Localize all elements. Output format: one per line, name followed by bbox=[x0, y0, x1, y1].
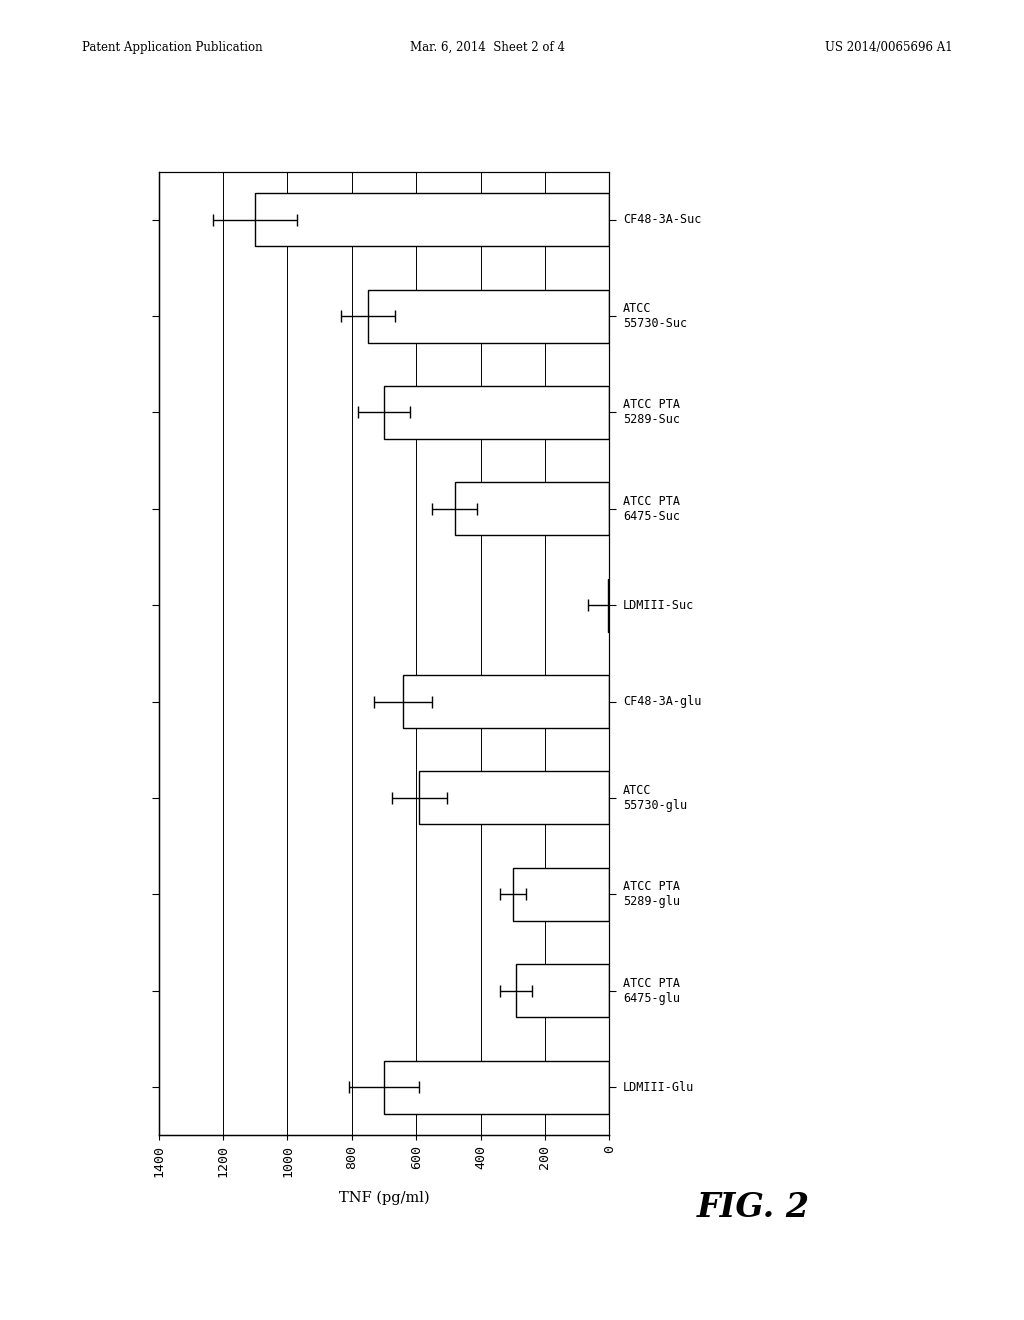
Text: CF48-3A-glu: CF48-3A-glu bbox=[623, 696, 701, 708]
Bar bbox=[384, 385, 609, 440]
Text: ATCC PTA
6475-glu: ATCC PTA 6475-glu bbox=[623, 977, 680, 1005]
Bar bbox=[455, 482, 609, 536]
Text: Patent Application Publication: Patent Application Publication bbox=[82, 41, 262, 54]
Bar bbox=[516, 964, 609, 1018]
Text: CF48-3A-Suc: CF48-3A-Suc bbox=[623, 214, 701, 226]
Bar bbox=[420, 771, 609, 825]
Text: US 2014/0065696 A1: US 2014/0065696 A1 bbox=[824, 41, 952, 54]
Text: LDMIII-Suc: LDMIII-Suc bbox=[623, 599, 694, 611]
Text: LDMIII-Glu: LDMIII-Glu bbox=[623, 1081, 694, 1093]
Bar bbox=[384, 1060, 609, 1114]
Text: FIG. 2: FIG. 2 bbox=[696, 1191, 809, 1225]
Text: ATCC
55730-Suc: ATCC 55730-Suc bbox=[623, 302, 687, 330]
X-axis label: TNF (pg/ml): TNF (pg/ml) bbox=[339, 1191, 429, 1205]
Bar bbox=[607, 578, 609, 632]
Bar bbox=[255, 193, 609, 247]
Text: ATCC PTA
6475-Suc: ATCC PTA 6475-Suc bbox=[623, 495, 680, 523]
Bar bbox=[368, 289, 609, 343]
Text: ATCC PTA
5289-Suc: ATCC PTA 5289-Suc bbox=[623, 399, 680, 426]
Bar bbox=[513, 867, 609, 921]
Text: ATCC PTA
5289-glu: ATCC PTA 5289-glu bbox=[623, 880, 680, 908]
Bar bbox=[403, 675, 609, 729]
Text: ATCC
55730-glu: ATCC 55730-glu bbox=[623, 784, 687, 812]
Text: Mar. 6, 2014  Sheet 2 of 4: Mar. 6, 2014 Sheet 2 of 4 bbox=[410, 41, 564, 54]
